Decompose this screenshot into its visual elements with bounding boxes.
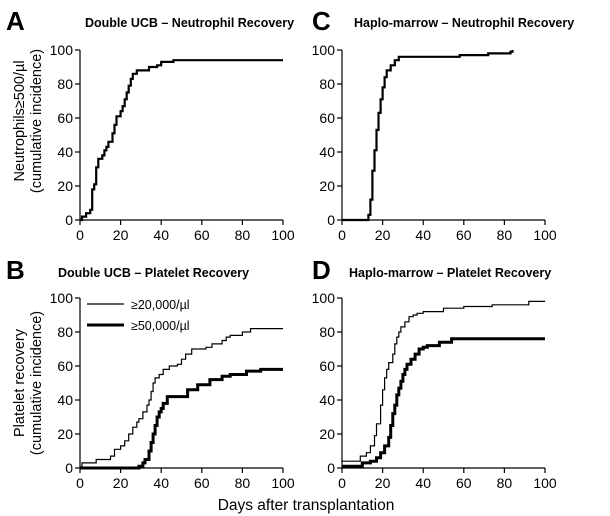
panel-a-x-tick-label-20: 20 bbox=[113, 227, 129, 243]
panel-c-x-tick-label-20: 20 bbox=[375, 227, 391, 243]
x-axis-label: Days after transplantation bbox=[218, 497, 395, 514]
panel-c-x-tick-label-60: 60 bbox=[456, 227, 472, 243]
panel-c-plot: 0 20 40 60 80 100 0 20 40 60 80 100 bbox=[312, 42, 557, 243]
panel-d-y-tick-label-60: 60 bbox=[319, 358, 335, 374]
y-axis-label-bottom-line2: (cumulative incidence) bbox=[29, 311, 45, 455]
panel-c-x-tick-label-0: 0 bbox=[338, 227, 346, 243]
panel-d-x-tick-label-20: 20 bbox=[375, 475, 391, 491]
panel-d: D Haplo-marrow – Platelet Recovery 0 20 40… bbox=[312, 255, 557, 491]
panel-c-y-tick-label-0: 0 bbox=[327, 212, 335, 228]
panel-c-x-tick-label-100: 100 bbox=[533, 227, 557, 243]
y-axis-label-top: Neutrophils≥500/µl (cumulative incidence… bbox=[12, 49, 45, 193]
panel-c-series-0 bbox=[342, 50, 514, 222]
panel-c-x-tick-label-40: 40 bbox=[415, 227, 431, 243]
panel-d-plot: 0 20 40 60 80 100 0 20 40 60 80 100 bbox=[312, 290, 557, 491]
panel-b-y-tick-label-20: 20 bbox=[57, 426, 73, 442]
panel-letter-a: A bbox=[6, 6, 25, 36]
panel-a-y-tick-label-80: 80 bbox=[57, 76, 73, 92]
y-axis-label-bottom: Platelet recovery (cumulative incidence) bbox=[12, 311, 45, 455]
panel-b-x-tick-label-100: 100 bbox=[271, 475, 295, 491]
legend-label-50000: ≥50,000/µl bbox=[131, 319, 190, 333]
panel-a-x-tick-label-60: 60 bbox=[194, 227, 210, 243]
panel-b-y-tick-label-40: 40 bbox=[57, 392, 73, 408]
panel-d-x-tick-label-0: 0 bbox=[338, 475, 346, 491]
panel-d-x-tick-label-100: 100 bbox=[533, 475, 557, 491]
panel-d-x-tick-label-60: 60 bbox=[456, 475, 472, 491]
panel-a-x-tick-label-0: 0 bbox=[76, 227, 84, 243]
panel-c-y-tick-label-40: 40 bbox=[319, 144, 335, 160]
panel-b-plot: 0 20 40 60 80 100 0 20 40 60 80 100 bbox=[50, 290, 295, 491]
panel-b: B Double UCB – Platelet Recovery 0 20 40 60… bbox=[6, 255, 295, 491]
legend: ≥20,000/µl ≥50,000/µl bbox=[87, 298, 190, 333]
panel-a-y-tick-label-0: 0 bbox=[65, 212, 73, 228]
panel-b-series-20000l bbox=[80, 328, 283, 469]
panel-a: A Double UCB – Neutrophil Recovery 0 20 40… bbox=[6, 6, 295, 243]
panel-d-x-tick-label-40: 40 bbox=[415, 475, 431, 491]
panel-d-y-tick-label-100: 100 bbox=[312, 290, 336, 306]
panel-b-title: Double UCB – Platelet Recovery bbox=[58, 266, 249, 280]
panel-b-y-tick-label-0: 0 bbox=[65, 460, 73, 476]
panel-a-y-tick-label-100: 100 bbox=[50, 42, 74, 58]
panel-c-x-tick-label-80: 80 bbox=[497, 227, 513, 243]
panel-d-title: Haplo-marrow – Platelet Recovery bbox=[349, 266, 551, 280]
panel-c-y-tick-label-60: 60 bbox=[319, 110, 335, 126]
panel-d-y-tick-label-80: 80 bbox=[319, 324, 335, 340]
panel-d-y-tick-label-20: 20 bbox=[319, 426, 335, 442]
panel-d-y-tick-label-0: 0 bbox=[327, 460, 335, 476]
panel-a-x-tick-label-100: 100 bbox=[271, 227, 295, 243]
y-axis-label-bottom-line1: Platelet recovery bbox=[12, 328, 28, 437]
panel-b-x-tick-label-80: 80 bbox=[235, 475, 251, 491]
panel-c-y-tick-label-20: 20 bbox=[319, 178, 335, 194]
panel-b-y-tick-label-60: 60 bbox=[57, 358, 73, 374]
panel-c-y-tick-label-80: 80 bbox=[319, 76, 335, 92]
panel-b-x-tick-label-60: 60 bbox=[194, 475, 210, 491]
panel-d-series-20000l bbox=[342, 300, 545, 462]
panel-c-title: Haplo-marrow – Neutrophil Recovery bbox=[354, 16, 574, 30]
panel-letter-b: B bbox=[6, 255, 25, 285]
panel-a-title: Double UCB – Neutrophil Recovery bbox=[85, 16, 294, 30]
panel-c-y-tick-label-100: 100 bbox=[312, 42, 336, 58]
panel-c: C Haplo-marrow – Neutrophil Recovery 0 20… bbox=[312, 6, 575, 243]
panel-d-y-tick-label-40: 40 bbox=[319, 392, 335, 408]
panel-a-y-tick-label-20: 20 bbox=[57, 178, 73, 194]
panel-a-x-tick-label-80: 80 bbox=[235, 227, 251, 243]
panel-b-x-tick-label-20: 20 bbox=[113, 475, 129, 491]
panel-letter-c: C bbox=[312, 6, 331, 36]
panel-b-x-tick-label-40: 40 bbox=[153, 475, 169, 491]
y-axis-label-top-line1: Neutrophils≥500/µl bbox=[12, 60, 28, 181]
panel-d-x-tick-label-80: 80 bbox=[497, 475, 513, 491]
panel-a-y-tick-label-60: 60 bbox=[57, 110, 73, 126]
legend-label-20000: ≥20,000/µl bbox=[131, 298, 190, 312]
panel-b-series-50000l bbox=[80, 367, 283, 470]
panel-letter-d: D bbox=[312, 255, 331, 285]
panel-a-x-tick-label-40: 40 bbox=[153, 227, 169, 243]
panel-b-y-tick-label-100: 100 bbox=[50, 290, 74, 306]
y-axis-label-top-line2: (cumulative incidence) bbox=[29, 49, 45, 193]
panel-a-plot: 0 20 40 60 80 100 0 20 40 60 80 100 bbox=[50, 42, 295, 243]
panel-b-y-tick-label-80: 80 bbox=[57, 324, 73, 340]
panel-b-x-tick-label-0: 0 bbox=[76, 475, 84, 491]
panel-a-series-0 bbox=[80, 59, 283, 222]
panel-a-y-tick-label-40: 40 bbox=[57, 144, 73, 160]
panel-d-series-50000l bbox=[342, 337, 545, 468]
